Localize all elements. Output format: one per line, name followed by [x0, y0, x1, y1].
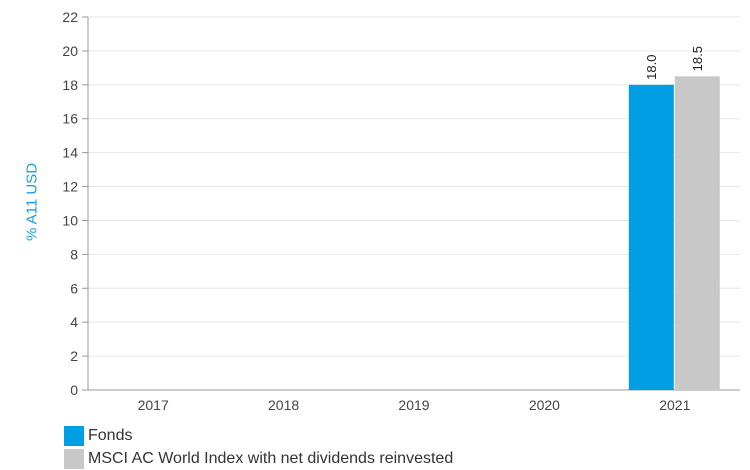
y-tick-label: 10 — [62, 212, 78, 228]
bar-2021-msci — [674, 76, 720, 390]
legend-label-fonds: Fonds — [88, 426, 133, 444]
y-tick-label: 2 — [70, 348, 78, 364]
x-tick-label: 2018 — [268, 397, 299, 413]
legend-item-fonds: Fonds — [64, 424, 453, 447]
legend-label-msci: MSCI AC World Index with net dividends r… — [88, 449, 454, 467]
y-tick-label: 20 — [62, 43, 78, 59]
data-label: 18.5 — [690, 46, 705, 71]
legend-swatch-msci — [64, 448, 84, 469]
bar-2021-fonds — [628, 84, 674, 391]
x-tick-label: 2021 — [659, 397, 690, 413]
y-tick-label: 22 — [62, 9, 78, 25]
x-tick-label: 2020 — [529, 397, 560, 413]
legend-swatch-fonds — [64, 425, 84, 446]
y-axis-title: % A11 USD — [23, 162, 41, 242]
x-tick-label: 2017 — [138, 397, 169, 413]
y-tick-label: 18 — [62, 77, 78, 93]
y-tick-label: 16 — [62, 111, 78, 127]
y-tick-label: 4 — [70, 314, 78, 330]
x-tick-label: 2019 — [398, 397, 429, 413]
y-tick-label: 8 — [70, 246, 78, 262]
y-tick-label: 14 — [62, 145, 78, 161]
legend-item-msci: MSCI AC World Index with net dividends r… — [64, 447, 453, 470]
y-tick-label: 12 — [62, 179, 78, 195]
y-tick-label: 6 — [70, 280, 78, 296]
data-label: 18.0 — [644, 55, 659, 80]
y-tick-label: 0 — [70, 382, 78, 398]
legend: Fonds MSCI AC World Index with net divid… — [64, 424, 453, 470]
